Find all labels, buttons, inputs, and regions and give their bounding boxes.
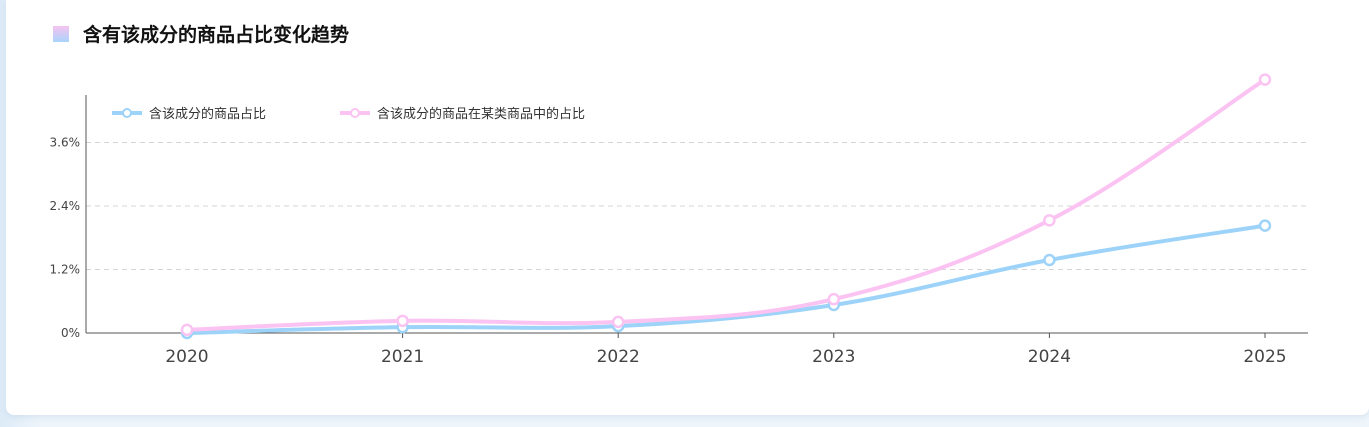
series-line-1 (185, 223, 1267, 335)
x-tick-label: 2020 (165, 347, 208, 367)
y-tick-label: 2.4% (50, 199, 81, 213)
y-tick-label: 0% (61, 326, 80, 340)
x-tick-label: 2021 (381, 347, 424, 367)
legend-label: 含该成分的商品在某类商品中的占比 (377, 106, 585, 122)
x-tick-label: 2024 (1028, 347, 1071, 367)
data-point (827, 292, 841, 306)
y-tick-label: 3.6% (50, 136, 81, 150)
legend-marker-icon (350, 108, 360, 118)
chart-title-text: 含有该成分的商品占比变化趋势 (83, 24, 350, 46)
data-point (1258, 73, 1272, 86)
chart-card: 含有该成分的商品占比变化趋势 (6, 0, 1369, 415)
data-point (1258, 219, 1272, 232)
x-tick-label: 2023 (812, 347, 855, 367)
data-point (1043, 253, 1056, 267)
legend-label: 含该成分的商品占比 (149, 106, 266, 122)
series-line-2 (185, 77, 1267, 332)
data-point (396, 314, 409, 328)
legend-marker-icon (122, 108, 132, 118)
data-point (1043, 214, 1056, 227)
y-tick-label: 1.2% (50, 263, 81, 277)
x-tick-label: 2025 (1243, 347, 1286, 367)
x-tick-label: 2022 (597, 347, 640, 367)
chart-title: 含有该成分的商品占比变化趋势 (53, 20, 349, 47)
title-marker-icon (53, 25, 69, 42)
data-point (180, 323, 194, 337)
data-point (611, 315, 625, 329)
